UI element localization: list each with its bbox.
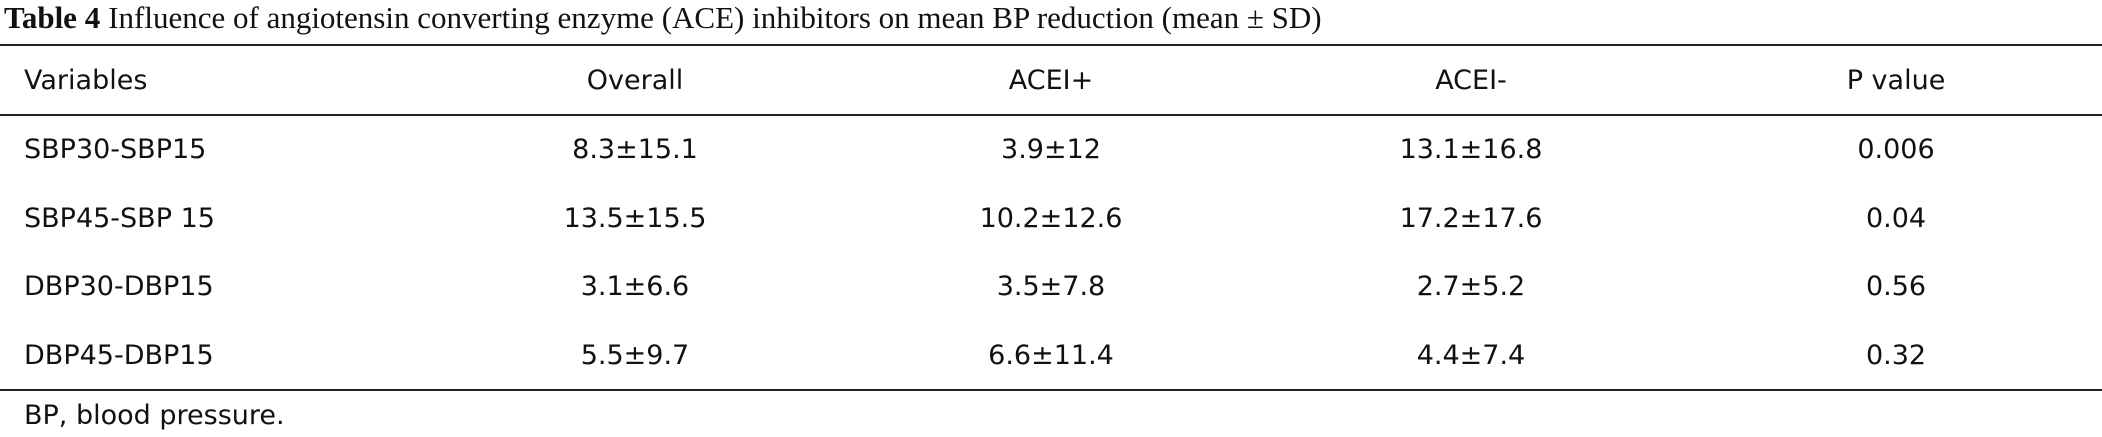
table-head: Variables Overall ACEI+ ACEI- P value: [0, 45, 2102, 115]
row-label: SBP45-SBP 15: [24, 202, 215, 234]
cell: 3.9±12: [1001, 134, 1101, 166]
header-cell: Variables: [24, 64, 148, 96]
header-cell: ACEI+: [1008, 64, 1094, 96]
data-table: Variables Overall ACEI+ ACEI- P value SBP30-…: [0, 44, 2102, 391]
table-row: SBP45-SBP 15 13.5±15.5 10.2±12.6 17.2±17.6 0…: [0, 184, 2102, 253]
cell: 0.32: [1865, 339, 1927, 371]
table-caption: Table 4 Influence of angiotensin converti…: [4, 0, 1322, 40]
row-label: DBP30-DBP15: [24, 271, 214, 303]
cell: 13.5±15.5: [563, 202, 707, 234]
row-label: DBP45-DBP15: [24, 339, 214, 371]
cell: 5.5±9.7: [580, 339, 690, 371]
caption-label: Table 4: [4, 0, 101, 35]
cell: 8.3±15.1: [572, 134, 698, 166]
table-row: SBP30-SBP15 8.3±15.1 3.9±12 13.1±16.8 0.006: [0, 115, 2102, 184]
cell: 3.5±7.8: [996, 271, 1106, 303]
cell: 10.2±12.6: [979, 202, 1123, 234]
cell: 3.1±6.6: [580, 271, 690, 303]
row-label: SBP30-SBP15: [24, 134, 207, 166]
table-body: SBP30-SBP15 8.3±15.1 3.9±12 13.1±16.8 0.006 S…: [0, 115, 2102, 390]
header-row: Variables Overall ACEI+ ACEI- P value: [0, 45, 2102, 115]
footnote: BP, blood pressure.: [24, 400, 285, 431]
cell: 0.04: [1865, 202, 1927, 234]
header-cell: Overall: [586, 64, 684, 96]
cell: 13.1±16.8: [1399, 134, 1543, 166]
table-row: DBP45-DBP15 5.5±9.7 6.6±11.4 4.4±7.4 0.32: [0, 321, 2102, 390]
cell: 0.006: [1857, 134, 1935, 166]
header-cell: ACEI-: [1435, 64, 1507, 96]
caption-text: Influence of angiotensin converting enzy…: [108, 0, 1322, 35]
cell: 17.2±17.6: [1399, 202, 1543, 234]
table-row: DBP30-DBP15 3.1±6.6 3.5±7.8 2.7±5.2 0.56: [0, 253, 2102, 322]
cell: 2.7±5.2: [1416, 271, 1526, 303]
cell: 4.4±7.4: [1416, 339, 1526, 371]
cell: 6.6±11.4: [988, 339, 1114, 371]
header-cell: P value: [1846, 64, 1946, 96]
cell: 0.56: [1865, 271, 1927, 303]
